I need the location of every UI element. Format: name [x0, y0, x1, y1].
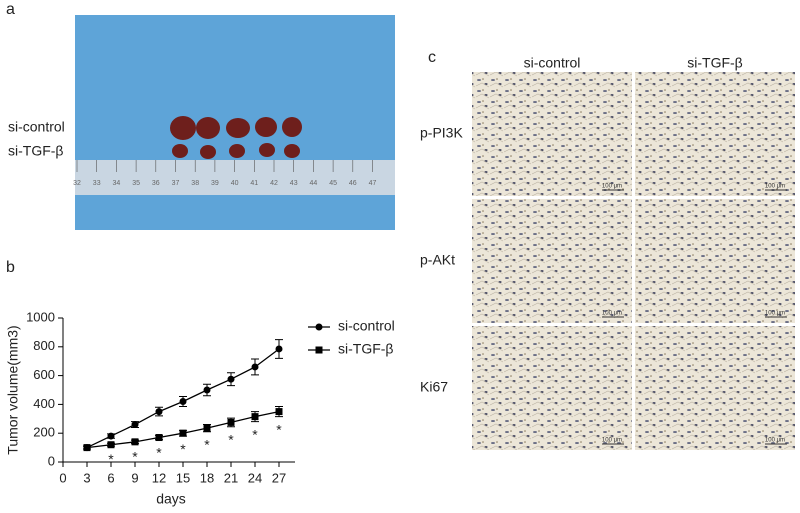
y-tick-label: 0: [48, 453, 55, 468]
ruler-label: 34: [113, 180, 121, 187]
row-label: Ki67: [420, 379, 448, 395]
point: [227, 375, 235, 383]
point: [275, 345, 283, 353]
ruler-label: 41: [250, 180, 258, 187]
point: [251, 363, 259, 371]
x-tick-label: 6: [107, 470, 114, 485]
micrograph: [635, 199, 795, 323]
row-label: p-PI3K: [420, 125, 463, 141]
scale-label: 100 μm: [765, 311, 785, 317]
point: [203, 424, 211, 432]
ruler: [75, 160, 395, 195]
y-tick-label: 200: [33, 425, 55, 440]
ruler-label: 39: [211, 180, 219, 187]
panel-letter: b: [6, 259, 15, 276]
significance-mark: *: [180, 441, 186, 457]
y-axis-label: Tumor volume(mm3): [5, 325, 21, 454]
ruler-label: 43: [290, 180, 298, 187]
ruler-label: 33: [93, 180, 101, 187]
scale-label: 100 μm: [602, 311, 622, 317]
x-tick-label: 15: [176, 470, 190, 485]
x-tick-label: 24: [248, 470, 262, 485]
column-label: si-TGF-β: [687, 55, 742, 71]
x-tick-label: 9: [131, 470, 138, 485]
x-tick-label: 0: [59, 470, 66, 485]
row-label: si-control: [8, 119, 65, 135]
significance-mark: *: [276, 421, 282, 437]
ruler-label: 47: [369, 180, 377, 187]
legend-marker: [315, 346, 323, 354]
ruler-label: 37: [172, 180, 180, 187]
ruler-label: 45: [329, 180, 337, 187]
micrograph: [635, 72, 795, 196]
point: [131, 421, 139, 429]
micrograph: [472, 199, 632, 323]
panel-letter: a: [6, 1, 15, 18]
y-tick-label: 1000: [26, 309, 55, 324]
legend-label: si-TGF-β: [338, 341, 393, 357]
y-tick-label: 400: [33, 396, 55, 411]
photo: [75, 15, 395, 230]
point: [179, 398, 187, 406]
significance-mark: *: [228, 431, 234, 447]
x-tick-label: 3: [83, 470, 90, 485]
point: [107, 432, 115, 440]
scale-label: 100 μm: [602, 184, 622, 190]
significance-mark: *: [156, 444, 162, 460]
row-label: p-AKt: [420, 252, 455, 268]
row-label: si-TGF-β: [8, 143, 63, 159]
ruler-label: 44: [310, 180, 318, 187]
significance-mark: *: [132, 448, 138, 464]
x-tick-label: 12: [152, 470, 166, 485]
significance-mark: *: [204, 436, 210, 452]
point: [107, 441, 115, 449]
micrograph: [635, 326, 795, 450]
scale-label: 100 μm: [602, 438, 622, 444]
ruler-label: 32: [73, 180, 81, 187]
x-axis-label: days: [156, 491, 186, 507]
ruler-label: 36: [152, 180, 160, 187]
ruler-label: 40: [231, 180, 239, 187]
point: [155, 434, 163, 442]
significance-mark: *: [108, 451, 114, 467]
ruler-label: 35: [132, 180, 140, 187]
x-tick-label: 18: [200, 470, 214, 485]
point: [227, 418, 235, 426]
point: [251, 413, 259, 421]
point: [83, 444, 91, 452]
ruler-label: 38: [191, 180, 199, 187]
point: [155, 408, 163, 416]
micrograph: [472, 72, 632, 196]
point: [275, 408, 283, 416]
tumors: [170, 116, 302, 159]
column-label: si-control: [524, 55, 581, 71]
ruler-label: 46: [349, 180, 357, 187]
micrograph: [472, 326, 632, 450]
y-tick-label: 600: [33, 367, 55, 382]
point: [131, 438, 139, 446]
legend-marker: [315, 323, 323, 331]
significance-mark: *: [252, 426, 258, 442]
scale-label: 100 μm: [765, 184, 785, 190]
legend-label: si-control: [338, 318, 395, 334]
scale-label: 100 μm: [765, 438, 785, 444]
x-tick-label: 27: [272, 470, 286, 485]
point: [203, 386, 211, 394]
ruler-label: 42: [270, 180, 278, 187]
point: [179, 429, 187, 437]
y-tick-label: 800: [33, 338, 55, 353]
panel-letter: c: [428, 49, 436, 66]
x-tick-label: 21: [224, 470, 238, 485]
